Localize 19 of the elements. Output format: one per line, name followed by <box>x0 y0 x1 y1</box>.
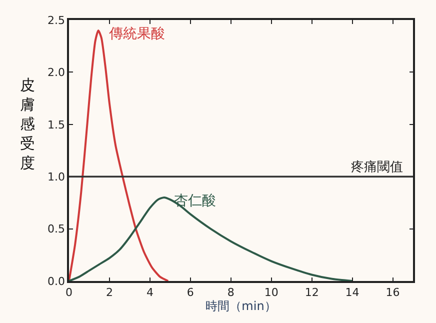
x-tick-label: 14 <box>345 286 360 299</box>
x-tick-label: 6 <box>186 286 194 299</box>
y-tick-label: 0.0 <box>48 274 66 288</box>
y-tick-label: 2.0 <box>48 66 66 80</box>
y-tick-label: 0.5 <box>48 222 66 236</box>
x-tick-label: 16 <box>386 286 400 299</box>
y-axis-title: 皮膚感受度 <box>20 76 35 172</box>
x-tick-label: 0 <box>66 286 72 299</box>
y-tick-label: 1.0 <box>48 170 66 184</box>
y-tick-label: 1.5 <box>48 118 66 132</box>
x-axis-title: 時間（min） <box>206 298 276 313</box>
series-label: 傳統果酸 <box>108 26 165 42</box>
x-tick-label: 4 <box>146 286 154 299</box>
y-tick-label: 2.5 <box>48 14 66 27</box>
ref-line-label: 疼痛閾值 <box>351 160 403 175</box>
x-tick-label: 8 <box>227 286 234 299</box>
x-tick-label: 10 <box>264 286 278 299</box>
x-tick-label: 2 <box>106 286 113 299</box>
x-tick-label: 12 <box>304 286 319 299</box>
